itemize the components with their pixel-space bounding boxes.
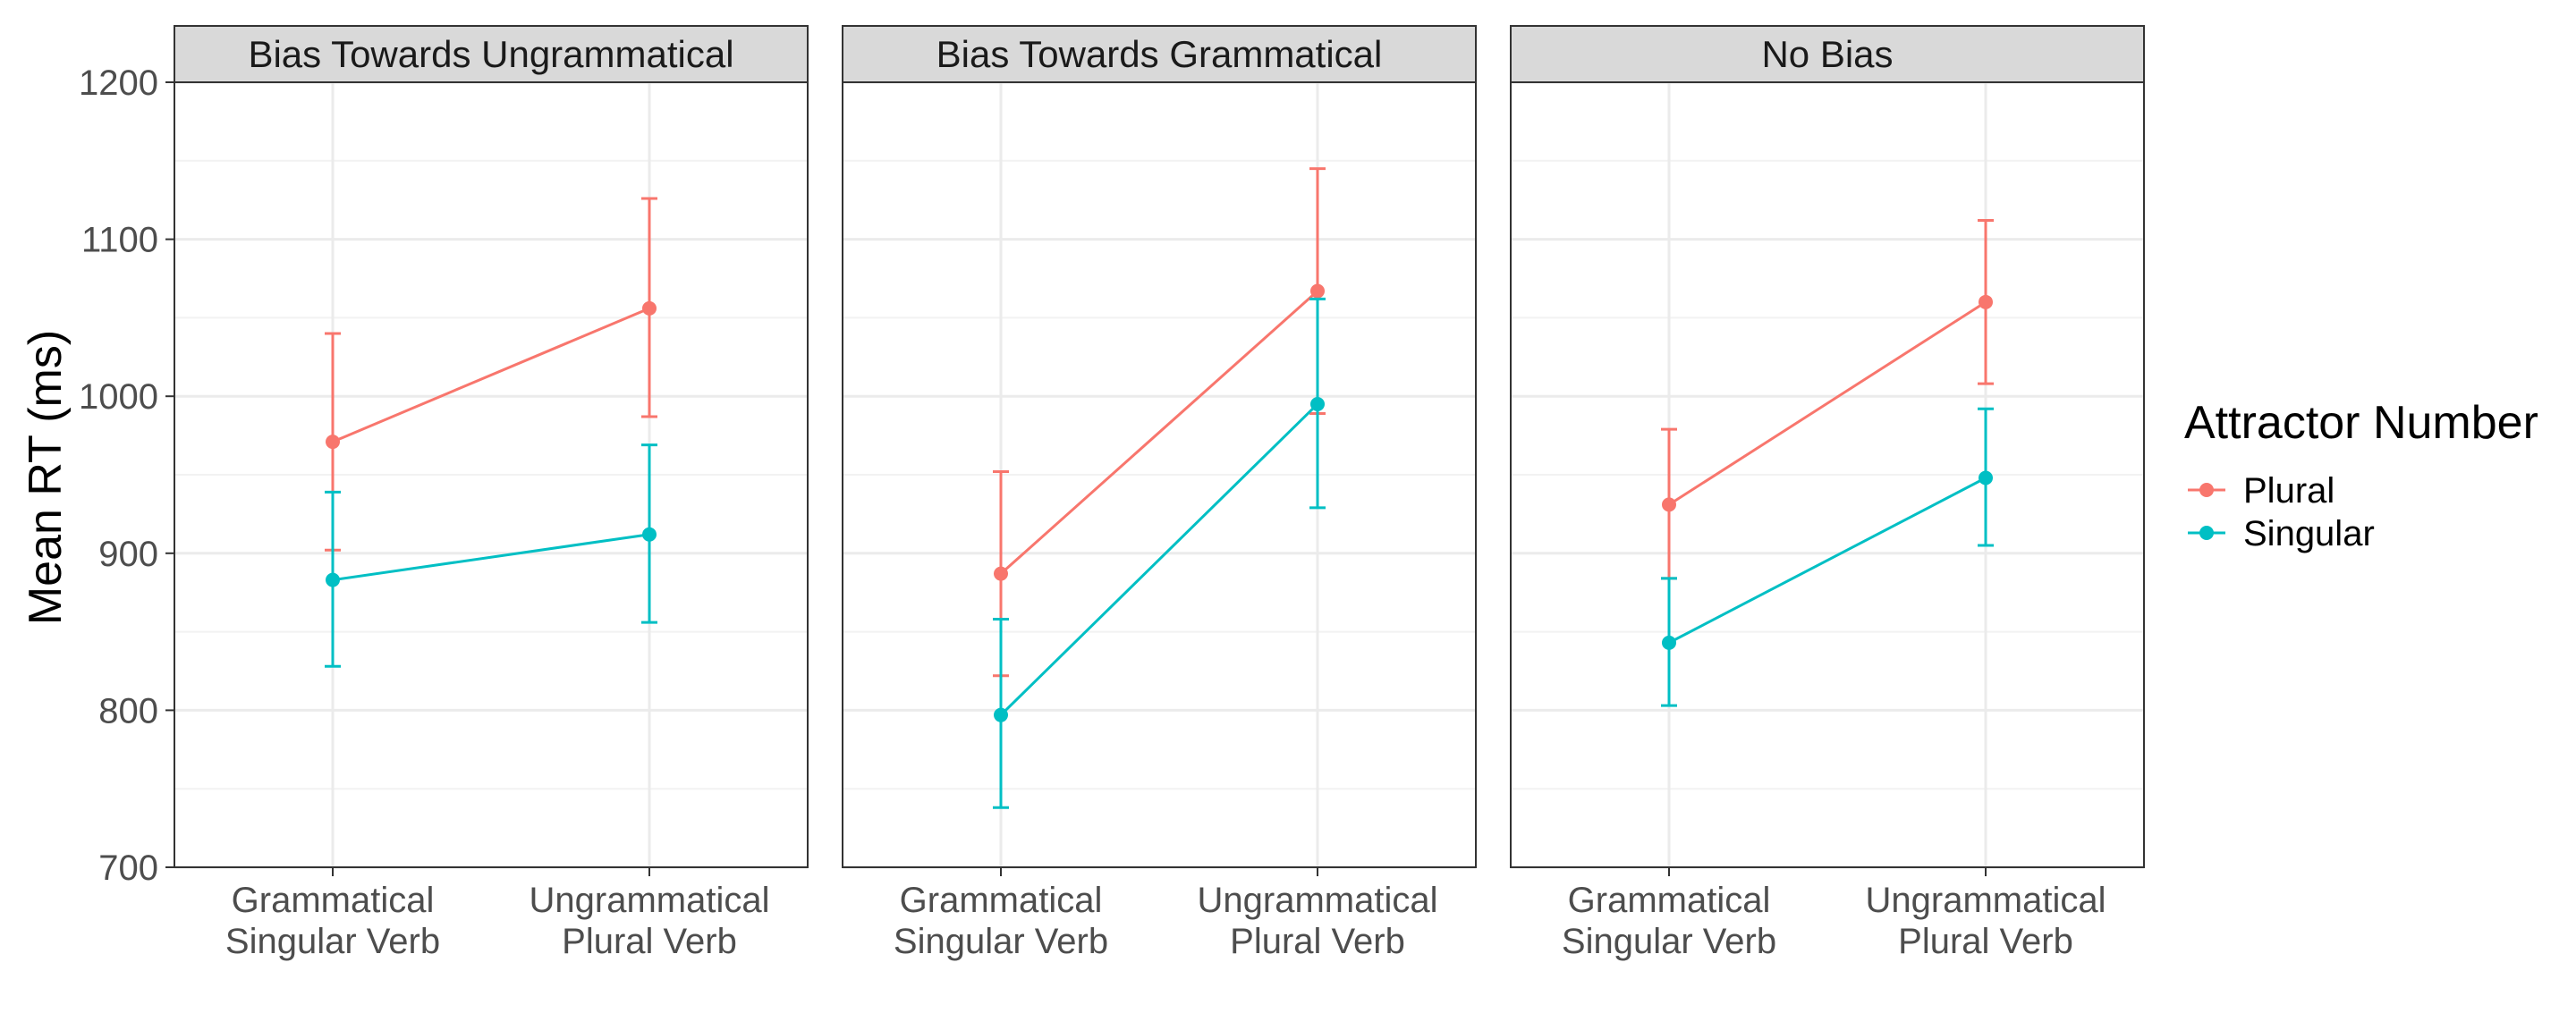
x-tick-label: Grammatical Singular Verb bbox=[225, 881, 440, 961]
facet-strip bbox=[174, 25, 809, 83]
x-tick-label: Ungrammatical Plural Verb bbox=[1866, 881, 2106, 961]
facet-strip bbox=[842, 25, 1477, 83]
series-singular bbox=[1661, 407, 1994, 707]
x-tick-label-line: Singular Verb bbox=[225, 922, 440, 961]
y-tick-label: 800 bbox=[98, 691, 158, 730]
x-tick-label-line: Grammatical bbox=[900, 881, 1103, 920]
facet-strip bbox=[1510, 25, 2145, 83]
data-point bbox=[642, 300, 657, 316]
legend-label: Plural bbox=[2243, 471, 2334, 511]
legend-item-plural: Plural bbox=[2188, 471, 2334, 511]
x-tick-label-line: Singular Verb bbox=[1562, 922, 1776, 961]
legend-key-point bbox=[2199, 483, 2214, 497]
data-point bbox=[1310, 396, 1325, 411]
data-point bbox=[642, 527, 657, 542]
series-singular bbox=[325, 443, 657, 668]
x-tick-label: Grammatical Singular Verb bbox=[1562, 881, 1776, 961]
data-point bbox=[994, 707, 1008, 722]
series-plural bbox=[325, 197, 657, 552]
y-tick-label: 1200 bbox=[79, 63, 158, 103]
series-line bbox=[1000, 290, 1318, 575]
x-tick-label-line: Plural Verb bbox=[1230, 922, 1405, 961]
data-point bbox=[326, 572, 340, 587]
series-line bbox=[1668, 477, 1987, 645]
legend-item-singular: Singular bbox=[2188, 514, 2375, 553]
y-tick-label: 900 bbox=[98, 535, 158, 574]
x-tick-label: Ungrammatical Plural Verb bbox=[1198, 881, 1438, 961]
y-axis-title: Mean RT (ms) bbox=[20, 330, 72, 625]
x-tick-label-line: Ungrammatical bbox=[1198, 881, 1438, 920]
data-point bbox=[1310, 283, 1325, 299]
facet-panel: No Bias Grammatical Singular Verb Ungrammat… bbox=[1510, 25, 2145, 961]
x-tick-label-line: Plural Verb bbox=[1898, 922, 2073, 961]
data-point bbox=[326, 435, 340, 450]
data-point bbox=[1662, 635, 1676, 650]
x-tick-label: Grammatical Singular Verb bbox=[894, 881, 1108, 961]
series-line bbox=[1668, 300, 1987, 506]
legend-label: Singular bbox=[2243, 514, 2375, 553]
facet-strip-label: No Bias bbox=[1761, 33, 1893, 75]
x-tick-label-line: Ungrammatical bbox=[530, 881, 770, 920]
legend-title: Attractor Number bbox=[2184, 397, 2538, 449]
series-line bbox=[332, 307, 650, 443]
data-point bbox=[994, 566, 1008, 581]
series-plural bbox=[1661, 219, 1994, 580]
series-line bbox=[999, 402, 1319, 716]
facet-panel: Bias Towards Grammatical Grammatical Singu… bbox=[842, 25, 1477, 961]
series-line bbox=[332, 533, 650, 582]
series-singular bbox=[993, 297, 1326, 809]
x-tick-label-line: Ungrammatical bbox=[1866, 881, 2106, 920]
y-tick-label: 700 bbox=[98, 848, 158, 888]
legend-key-point bbox=[2199, 526, 2214, 540]
facet-strip-label: Bias Towards Grammatical bbox=[936, 33, 1383, 75]
x-tick-label-line: Singular Verb bbox=[894, 922, 1108, 961]
x-tick-label-line: Grammatical bbox=[232, 881, 435, 920]
data-point bbox=[1979, 294, 1993, 309]
x-tick-label-line: Grammatical bbox=[1568, 881, 1771, 920]
y-tick-label: 1000 bbox=[79, 377, 158, 417]
y-tick-label: 1100 bbox=[81, 221, 158, 260]
facet-panel: Bias Towards Ungrammatical Grammatical Sin… bbox=[174, 25, 809, 961]
facet-strip-label: Bias Towards Ungrammatical bbox=[248, 33, 733, 75]
data-point bbox=[1979, 470, 1993, 485]
x-tick-label: Ungrammatical Plural Verb bbox=[530, 881, 770, 961]
x-tick-label-line: Plural Verb bbox=[562, 922, 737, 961]
y-axis: 700 800 900 1000 1100 1200 bbox=[79, 63, 174, 888]
data-point bbox=[1662, 497, 1676, 512]
